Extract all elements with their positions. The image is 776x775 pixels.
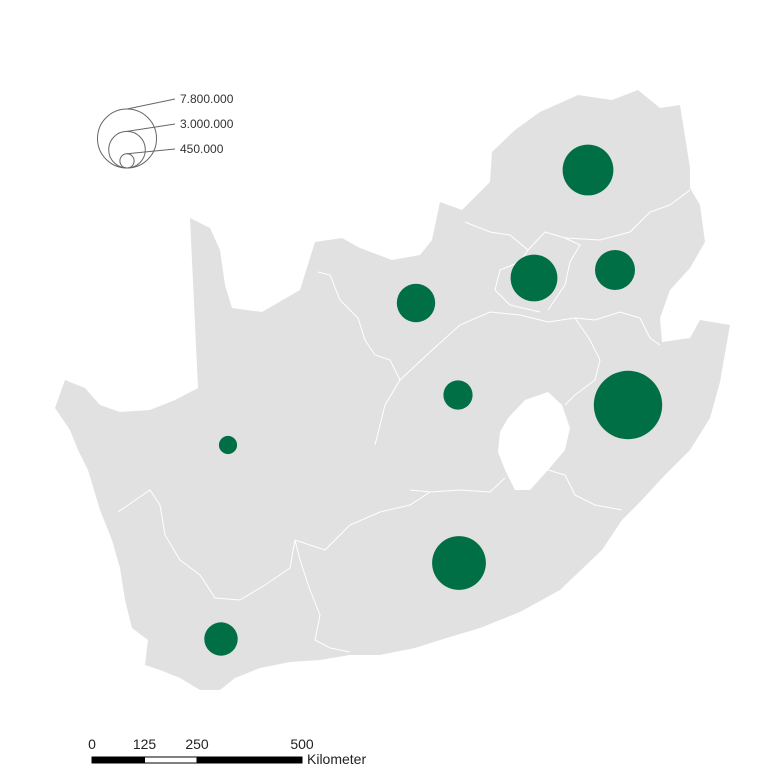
legend-leader-3 bbox=[126, 148, 176, 155]
legend-circle-3 bbox=[119, 153, 135, 169]
scale-unit-label: Kilometer bbox=[307, 751, 366, 767]
symbol-northern bbox=[562, 144, 614, 196]
symbol-free-state bbox=[443, 380, 473, 410]
border-mpumalanga-kzn bbox=[594, 311, 661, 346]
legend-label-1: 7.800.000 bbox=[180, 92, 234, 106]
proportional-symbols bbox=[204, 144, 663, 656]
legend-label-2: 3.000.000 bbox=[180, 117, 234, 131]
border-northern-cape-free-state bbox=[317, 271, 401, 446]
legend-leader-2 bbox=[126, 123, 176, 132]
scale-segment-3 bbox=[196, 756, 303, 764]
legend-leader-1 bbox=[126, 98, 176, 110]
border-free-state-kzn bbox=[564, 317, 601, 406]
scale-segment-1 bbox=[91, 756, 145, 764]
symbol-gauteng bbox=[510, 254, 558, 302]
border-eastern-cape-kzn bbox=[547, 469, 623, 511]
scale-tick-label-1: 0 bbox=[88, 736, 96, 752]
scale-tick-label-4: 500 bbox=[290, 736, 314, 752]
south-africa-land bbox=[55, 90, 730, 690]
symbol-kwazulu-natal bbox=[593, 370, 663, 440]
symbol-eastern-cape bbox=[432, 536, 486, 590]
legend: 7.800.000 3.000.000 450.000 bbox=[97, 92, 234, 169]
border-north-west-free-state bbox=[399, 311, 596, 381]
border-free-state-eastern-cape bbox=[409, 477, 506, 493]
legend-label-3: 450.000 bbox=[180, 142, 224, 156]
symbol-northern-cape bbox=[218, 435, 238, 455]
legend-circle-2 bbox=[108, 130, 146, 169]
legend-circle-1 bbox=[97, 108, 157, 169]
symbol-mpumalanga bbox=[595, 250, 635, 290]
border-limpopo-mpumalanga bbox=[564, 189, 691, 241]
scale-segment-2 bbox=[144, 756, 198, 764]
scale-tick-label-2: 125 bbox=[133, 736, 157, 752]
scale-tick-label-3: 250 bbox=[185, 736, 209, 752]
border-gauteng-mpumalanga bbox=[527, 231, 581, 311]
province-borders bbox=[117, 189, 691, 653]
border-western-cape-eastern-cape bbox=[294, 539, 351, 653]
symbol-north-west bbox=[396, 283, 436, 323]
symbol-western-cape bbox=[204, 622, 238, 656]
lesotho-enclave bbox=[498, 392, 570, 490]
border-northern-cape-western-cape bbox=[117, 489, 431, 601]
